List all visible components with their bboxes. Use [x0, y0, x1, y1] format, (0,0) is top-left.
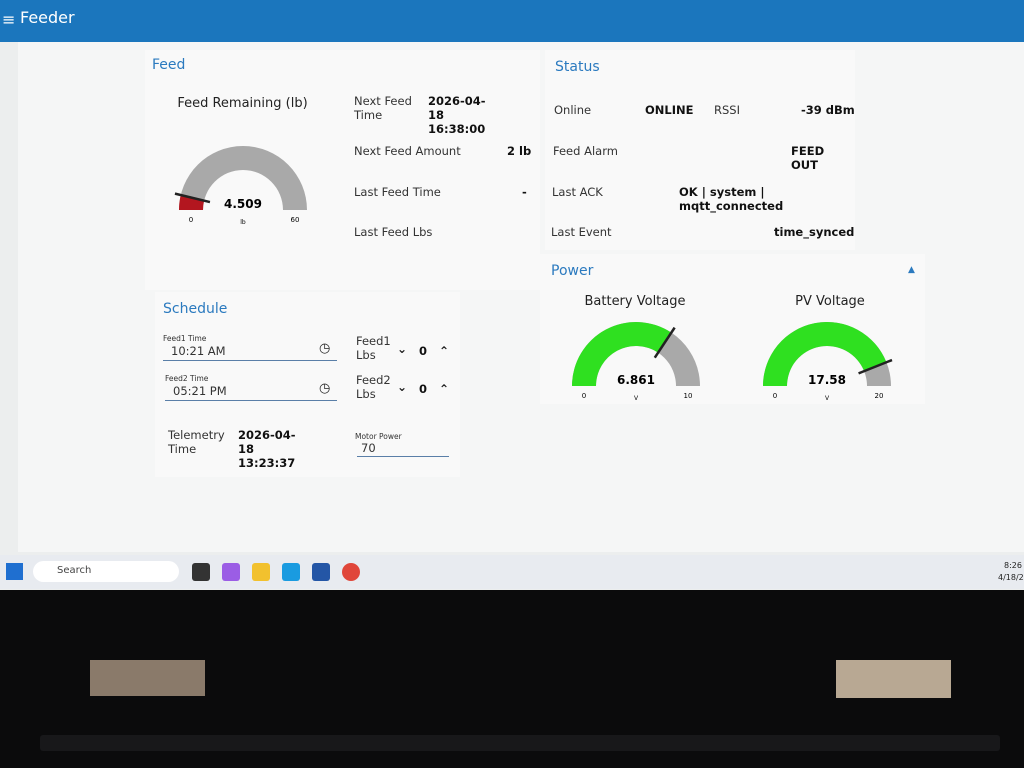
lbs-value: 0: [419, 382, 428, 396]
app-icon[interactable]: [282, 563, 300, 581]
telemetry-label: Telemetry Time: [168, 428, 225, 456]
gauge-value: [179, 195, 205, 210]
schedule-panel: Schedule Feed1 Time 10:21 AM ◷ Feed2 Tim…: [155, 292, 460, 477]
field-value: 2 lb: [507, 144, 532, 158]
input-value: 05:21 PM: [173, 384, 227, 398]
app-icon[interactable]: [252, 563, 270, 581]
gauge-min-label: 0: [189, 216, 193, 224]
gauge-needle: [174, 192, 211, 204]
panel-title: Power: [551, 263, 594, 279]
gauge-unit: V: [634, 395, 639, 402]
status-panel: Status Online ONLINE RSSI -39 dBm Feed A…: [545, 50, 855, 250]
gauge-value-label: 4.509: [224, 197, 262, 211]
field-label: Last Feed Time: [354, 185, 441, 199]
status-value: ONLINE: [645, 103, 694, 117]
menu-button[interactable]: ≡: [2, 10, 16, 29]
gauge-track: [179, 146, 307, 210]
gauge-title: PV Voltage: [795, 294, 865, 309]
gauge: 4.509 0 60 lb: [174, 146, 307, 226]
telemetry-value: 2026-04-18 13:23:37: [238, 428, 296, 470]
dashboard: Feed Feed Remaining (lb) 4.509 0 60 lb Next…: [18, 42, 1024, 552]
gauge-max-label: 20: [875, 392, 884, 400]
app-icon[interactable]: [222, 563, 240, 581]
power-panel: Power ▲ Battery Voltage 6.861 0 10 V PV Vol…: [540, 254, 925, 404]
top-bar: ≡ Feeder: [0, 0, 1024, 42]
time-input[interactable]: Feed2 Time 05:21 PM ◷: [165, 374, 337, 401]
increment-button[interactable]: ⌃: [439, 344, 450, 358]
bezel-sticker: [90, 660, 205, 696]
gauge-title: Feed Remaining (lb): [177, 96, 308, 111]
gauge: 6.861 0 10 V: [572, 322, 700, 402]
clock-time: 8:26: [1004, 561, 1022, 570]
status-label: Online: [554, 103, 592, 117]
motor-input[interactable]: Motor Power 70: [355, 432, 449, 457]
collapse-button[interactable]: ▲: [908, 265, 915, 275]
panel-title: Schedule: [163, 301, 228, 317]
app-icon[interactable]: [192, 563, 210, 581]
input-value: 10:21 AM: [171, 344, 226, 358]
panel-title: Status: [555, 59, 600, 75]
panel-title: Feed: [152, 57, 186, 73]
time-input[interactable]: Feed1 Time 10:21 AM ◷: [163, 334, 337, 361]
taskbar: Search 8:26 4/18/2: [0, 555, 1024, 589]
lbs-label: Feed2 Lbs: [356, 373, 391, 401]
input-value: 70: [361, 441, 376, 455]
search-label: Search: [57, 565, 92, 576]
status-value: OK | system | mqtt_connected: [679, 185, 784, 213]
app-icon[interactable]: [312, 563, 330, 581]
status-label: RSSI: [714, 103, 740, 117]
lbs-label: Feed1 Lbs: [356, 334, 391, 362]
field-label: Next Feed Amount: [354, 144, 461, 158]
gauge-unit: V: [825, 395, 830, 402]
decrement-button[interactable]: ⌄: [397, 380, 408, 394]
field-label: Last Feed Lbs: [354, 225, 433, 239]
gauge-max-label: 10: [684, 392, 693, 400]
gauge-unit: lb: [240, 219, 246, 226]
gauge-needle: [858, 358, 893, 375]
gauge-value: [572, 322, 672, 386]
increment-button[interactable]: ⌃: [439, 382, 450, 396]
app-title: Feeder: [20, 8, 75, 27]
clock-icon[interactable]: ◷: [319, 341, 331, 356]
bezel-sticker: [836, 660, 951, 698]
clock-icon[interactable]: ◷: [319, 381, 331, 396]
decrement-button[interactable]: ⌄: [397, 342, 408, 356]
status-value: time_synced: [774, 225, 855, 239]
gauge-value-label: 6.861: [617, 373, 655, 387]
input-label: Motor Power: [355, 432, 402, 441]
gauge-max-label: 60: [291, 216, 300, 224]
input-label: Feed2 Time: [165, 374, 209, 383]
field-value: -: [522, 185, 527, 199]
field-value: 2026-04-18 16:38:00: [428, 94, 486, 136]
gauge-value-label: 17.58: [808, 373, 846, 387]
gauge-value: [763, 322, 887, 386]
status-label: Last Event: [551, 225, 612, 239]
gauge: 17.58 0 20 V: [763, 322, 893, 402]
status-label: Feed Alarm: [553, 144, 618, 158]
app-icon[interactable]: [342, 563, 360, 581]
search-box[interactable]: Search: [33, 561, 179, 582]
screen: ≡ Feeder Feed Feed Remaining (lb) 4.509 0…: [0, 0, 1024, 590]
feed-panel: Feed Feed Remaining (lb) 4.509 0 60 lb Next…: [145, 50, 540, 290]
status-value: -39 dBm: [801, 103, 855, 117]
lbs-value: 0: [419, 344, 428, 358]
keyboard-row: [40, 735, 1000, 751]
gauge-title: Battery Voltage: [584, 294, 686, 309]
start-button[interactable]: [6, 563, 23, 580]
input-label: Feed1 Time: [163, 334, 207, 343]
field-label: Next Feed Time: [354, 94, 412, 122]
gauge-min-label: 0: [582, 392, 586, 400]
status-label: Last ACK: [552, 185, 603, 199]
clock-date: 4/18/2: [998, 573, 1024, 582]
gauge-needle: [653, 326, 676, 359]
status-value: FEED OUT: [791, 144, 825, 172]
gauge-min-label: 0: [773, 392, 777, 400]
